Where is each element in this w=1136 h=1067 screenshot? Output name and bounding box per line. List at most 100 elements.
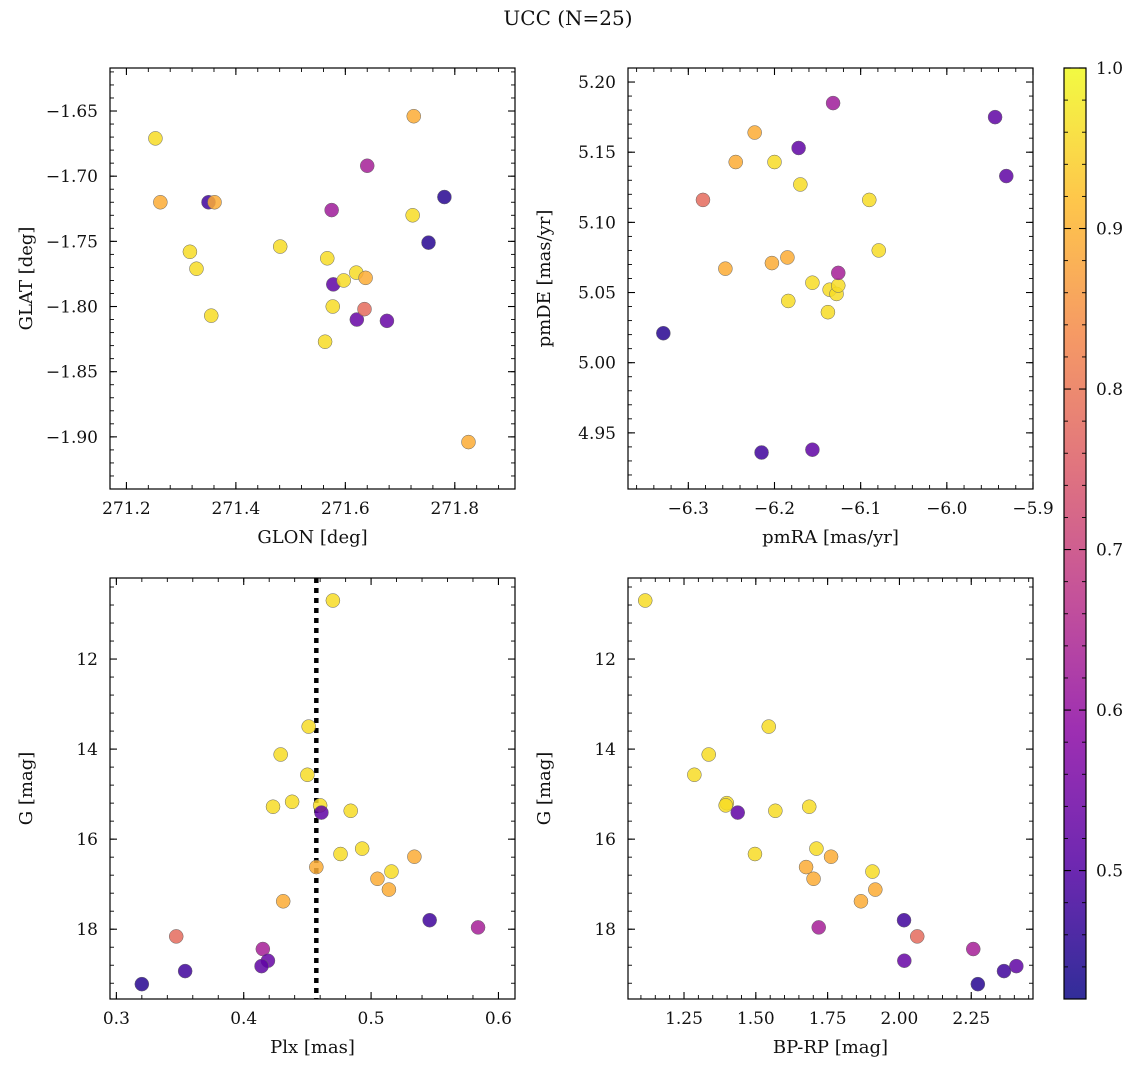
data-point bbox=[768, 803, 783, 819]
y-tick-label: 18 bbox=[594, 920, 616, 940]
data-point bbox=[148, 131, 163, 146]
colorbar-tick-label: 0.6 bbox=[1096, 701, 1123, 721]
data-point bbox=[806, 871, 821, 887]
x-tick-label: 2.25 bbox=[952, 1009, 990, 1029]
x-tick-label: 271.8 bbox=[430, 499, 479, 519]
data-point bbox=[897, 953, 912, 968]
y-tick-label: 5.05 bbox=[578, 284, 616, 304]
axes-frame bbox=[109, 577, 516, 1000]
axes-frame bbox=[109, 67, 516, 490]
x-tick-label: 0.4 bbox=[230, 1009, 257, 1029]
data-point bbox=[695, 192, 711, 208]
data-point bbox=[470, 920, 486, 935]
y-tick-label: 12 bbox=[76, 650, 98, 670]
y-tick-label: −1.85 bbox=[46, 363, 98, 383]
data-point bbox=[780, 250, 795, 265]
scatter-panel-1: 271.2 271.4 271.6 271.8 −1.65 −1.70 −1.75 −1.80… bbox=[16, 67, 516, 548]
data-point bbox=[730, 805, 745, 820]
data-point bbox=[798, 859, 814, 875]
data-point bbox=[853, 894, 869, 909]
data-point bbox=[324, 202, 339, 218]
y-tick-label: 5.00 bbox=[578, 354, 616, 374]
y-axis-label: GLAT [deg] bbox=[16, 227, 37, 331]
y-tick-label: 5.15 bbox=[578, 143, 616, 163]
x-tick-label: −6.3 bbox=[668, 499, 709, 519]
data-point bbox=[999, 168, 1014, 184]
y-axis-label: pmDE [mas/yr] bbox=[534, 210, 555, 348]
data-point bbox=[862, 192, 877, 208]
data-point bbox=[405, 208, 420, 223]
data-point bbox=[987, 109, 1003, 125]
data-point bbox=[272, 239, 288, 254]
x-axis-label: Plx [mas] bbox=[270, 1037, 355, 1058]
y-tick-label: 14 bbox=[594, 740, 616, 760]
data-point bbox=[754, 445, 769, 460]
colorbar-tick-label: 0.5 bbox=[1096, 862, 1123, 882]
colorbar-gradient bbox=[1064, 68, 1086, 999]
data-point bbox=[970, 976, 986, 992]
y-tick-label: 12 bbox=[594, 650, 616, 670]
data-point bbox=[909, 929, 925, 944]
data-point bbox=[358, 270, 373, 286]
x-tick-label: 0.3 bbox=[103, 1009, 130, 1029]
y-tick-label: −1.80 bbox=[46, 298, 98, 318]
data-point bbox=[333, 846, 348, 862]
data-point bbox=[764, 255, 780, 271]
data-point bbox=[996, 963, 1012, 979]
data-point bbox=[336, 273, 351, 288]
x-tick-label: 271.2 bbox=[102, 499, 151, 519]
data-point bbox=[422, 912, 437, 928]
data-point bbox=[384, 864, 399, 879]
colorbar-tick-label: 0.8 bbox=[1096, 380, 1123, 400]
data-point bbox=[825, 95, 841, 111]
data-point bbox=[189, 261, 204, 276]
data-point bbox=[134, 976, 150, 992]
data-point bbox=[793, 177, 808, 192]
figure-title: UCC (N=25) bbox=[503, 6, 633, 30]
y-tick-label: 18 bbox=[76, 920, 98, 940]
data-point bbox=[637, 593, 653, 608]
data-point bbox=[831, 265, 846, 281]
data-point bbox=[805, 275, 820, 290]
data-point bbox=[265, 799, 281, 814]
data-point bbox=[406, 108, 421, 124]
y-tick-label: −1.65 bbox=[46, 102, 98, 122]
data-point bbox=[718, 261, 733, 276]
colorbar-tick-label: 1.0 bbox=[1096, 59, 1123, 79]
x-tick-label: −5.9 bbox=[1012, 499, 1053, 519]
y-tick-label: 14 bbox=[76, 740, 98, 760]
x-tick-label: 0.5 bbox=[358, 1009, 385, 1029]
x-tick-label: 0.6 bbox=[485, 1009, 512, 1029]
data-point bbox=[359, 158, 375, 174]
data-point bbox=[831, 278, 846, 293]
data-point bbox=[379, 313, 395, 329]
data-point bbox=[809, 841, 824, 856]
x-tick-label: 271.4 bbox=[212, 499, 261, 519]
data-point bbox=[421, 235, 436, 250]
data-point bbox=[343, 803, 358, 819]
data-point bbox=[325, 299, 340, 314]
data-point bbox=[747, 846, 763, 862]
data-point bbox=[701, 747, 716, 762]
y-tick-label: 16 bbox=[76, 830, 98, 850]
data-point bbox=[656, 325, 671, 341]
data-point bbox=[801, 799, 817, 814]
data-point bbox=[301, 719, 316, 734]
data-point bbox=[349, 312, 365, 327]
scatter-panel-2: −6.3 −6.2 −6.1 −6.0 −5.9 4.95 5.00 5.05 5.10 5.15… bbox=[534, 67, 1054, 548]
data-point bbox=[325, 593, 341, 608]
scatter-panel-4: 1.25 1.50 1.75 2.00 2.25 12 14 16 18 BP-RP [mag] G… bbox=[534, 577, 1034, 1058]
y-tick-label: −1.75 bbox=[46, 232, 98, 252]
data-point bbox=[309, 859, 324, 875]
data-point bbox=[728, 154, 743, 170]
data-point bbox=[781, 293, 796, 309]
data-point bbox=[354, 841, 370, 856]
y-axis-label: G [mag] bbox=[534, 752, 555, 825]
x-tick-label: −6.1 bbox=[840, 499, 881, 519]
data-point bbox=[791, 140, 806, 156]
x-axis-label: GLON [deg] bbox=[257, 527, 367, 548]
data-point bbox=[254, 958, 269, 974]
data-point bbox=[718, 798, 733, 813]
x-tick-label: 2.00 bbox=[881, 1009, 919, 1029]
